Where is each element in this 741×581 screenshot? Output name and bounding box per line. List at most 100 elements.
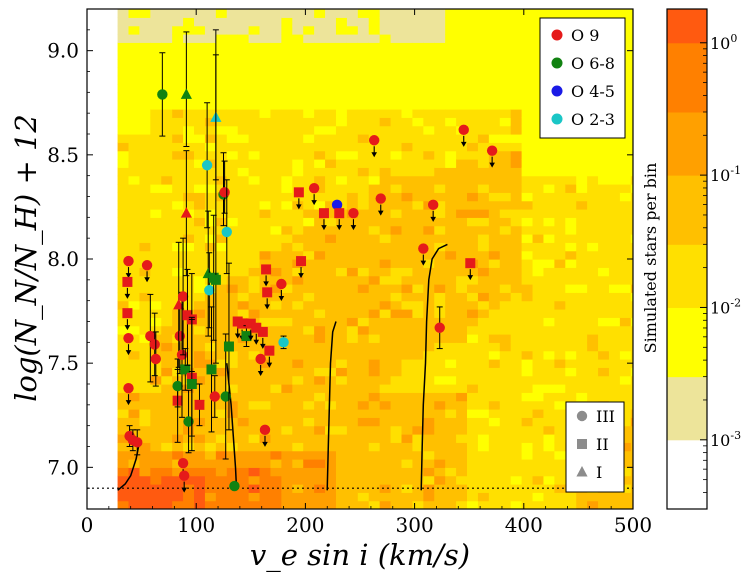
heatmap-bin [499, 159, 512, 168]
heatmap-bin [598, 9, 610, 18]
heatmap-bin [237, 159, 250, 168]
heatmap-bin [619, 50, 632, 60]
heatmap-bin [259, 475, 272, 485]
heatmap-bin [335, 284, 348, 293]
heatmap-bin [270, 9, 282, 18]
heatmap-bin [204, 450, 217, 460]
heatmap-bin [521, 392, 534, 402]
heatmap-bin [390, 234, 403, 243]
heatmap-bin [335, 192, 348, 202]
heatmap-bin [325, 492, 337, 502]
heatmap-bin [379, 209, 392, 218]
heatmap-bin [150, 9, 162, 10]
heatmap-bin [368, 75, 381, 85]
heatmap-bin [357, 259, 370, 268]
heatmap-bin [565, 342, 577, 352]
heatmap-bin [630, 267, 633, 277]
heatmap-bin [368, 484, 381, 493]
heatmap-bin [139, 225, 151, 235]
heatmap-bin [488, 217, 501, 227]
heatmap-bin [532, 9, 545, 10]
heatmap-bin [467, 167, 479, 177]
heatmap-bin [357, 442, 370, 452]
heatmap-bin [292, 392, 304, 402]
heatmap-bin [204, 84, 217, 93]
heatmap-bin [401, 334, 414, 343]
heatmap-bin [434, 75, 446, 85]
heatmap-bin [401, 134, 414, 143]
heatmap-bin [499, 384, 512, 393]
heatmap-bin [608, 392, 621, 402]
heatmap-bin [532, 9, 545, 18]
heatmap-bin [346, 400, 359, 410]
heatmap-bin [237, 367, 250, 377]
heatmap-bin [598, 384, 610, 393]
heatmap-bin [194, 142, 206, 152]
heatmap-bin [335, 134, 348, 143]
heatmap-bin [521, 434, 534, 443]
y-tick-label: 7.0 [47, 455, 79, 479]
heatmap-bin [532, 150, 545, 160]
upper-limit-arrowhead [420, 260, 427, 266]
heatmap-bin [292, 109, 304, 118]
heatmap-bin [314, 275, 326, 285]
heatmap-bin [423, 250, 435, 260]
heatmap-bin [477, 292, 490, 302]
heatmap-bin [161, 325, 173, 335]
heatmap-bin [325, 500, 337, 509]
heatmap-bin [346, 434, 359, 443]
heatmap-bin [150, 242, 162, 252]
heatmap-bin [434, 67, 446, 77]
heatmap-bin [335, 475, 348, 485]
heatmap-bin [488, 317, 501, 327]
heatmap-bin [477, 442, 490, 452]
heatmap-bin [456, 100, 468, 110]
heatmap-bin [434, 492, 446, 502]
heatmap-bin [423, 417, 435, 427]
heatmap-bin [314, 317, 326, 327]
heatmap-bin [259, 84, 272, 93]
heatmap-bin [390, 100, 403, 110]
heatmap-bin [445, 250, 457, 260]
heatmap-bin [281, 375, 293, 385]
heatmap-bin [368, 492, 381, 502]
heatmap-bin [281, 225, 293, 235]
heatmap-bin [215, 467, 228, 477]
heatmap-bin [477, 150, 490, 160]
heatmap-bin [412, 175, 424, 185]
heatmap-bin [237, 75, 250, 85]
heatmap-bin [281, 175, 293, 185]
heatmap-bin [292, 367, 304, 377]
heatmap-bin [161, 125, 173, 135]
heatmap-bin [510, 450, 523, 460]
heatmap-bin [499, 59, 512, 68]
heatmap-bin [357, 225, 370, 235]
heatmap-bin [335, 334, 348, 343]
heatmap-bin [401, 309, 414, 318]
heatmap-bin [292, 9, 304, 18]
heatmap-bin [521, 67, 534, 77]
heatmap-bin [292, 325, 304, 335]
heatmap-bin [412, 9, 424, 18]
heatmap-bin [401, 92, 414, 102]
heatmap-bin [619, 300, 632, 310]
heatmap-bin [281, 317, 293, 327]
heatmap-bin [488, 417, 501, 427]
heatmap-bin [445, 234, 457, 243]
heatmap-bin [161, 442, 173, 452]
heatmap-bin [456, 267, 468, 277]
heatmap-bin [619, 309, 632, 318]
heatmap-bin [281, 9, 293, 18]
data-point [465, 258, 476, 281]
heatmap-bin [401, 9, 414, 10]
heatmap-bin [543, 325, 555, 335]
heatmap-bin [215, 25, 228, 35]
heatmap-bin [204, 259, 217, 268]
heatmap-bin [215, 400, 228, 410]
heatmap-bin [368, 42, 381, 52]
heatmap-bin [379, 225, 392, 235]
heatmap-bin [226, 442, 239, 452]
heatmap-bin [226, 175, 239, 185]
heatmap-bin [630, 125, 633, 135]
heatmap-bin [445, 425, 457, 435]
